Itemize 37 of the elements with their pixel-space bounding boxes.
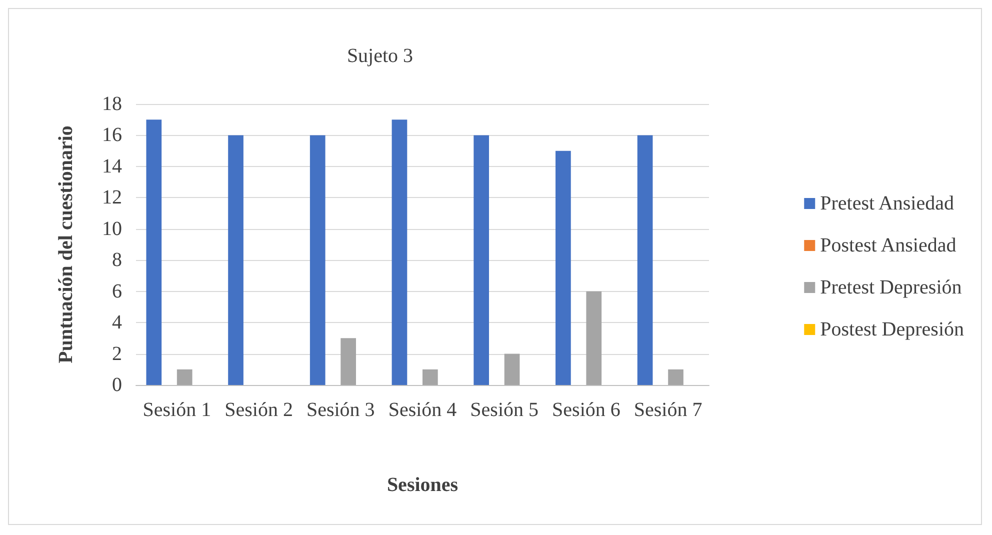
- x-tick-label: Sesión 6: [552, 399, 620, 421]
- legend-label: Postest Depresión: [820, 318, 964, 340]
- y-tick-label: 12: [102, 186, 122, 209]
- x-tick-label: Sesión 1: [142, 399, 212, 421]
- y-axis-title: Puntuación del cuestionario: [55, 126, 77, 364]
- y-tick-label: 14: [102, 155, 122, 178]
- bar: [422, 369, 438, 385]
- y-tick-label: 0: [112, 374, 122, 396]
- bar: [228, 135, 244, 385]
- y-tick-label: 4: [112, 312, 122, 334]
- chart-title: Sujeto 3: [346, 45, 414, 67]
- bar: [504, 354, 520, 385]
- bar: [586, 291, 602, 385]
- x-tick-label: Sesión 7: [634, 399, 702, 421]
- y-tick-label: 16: [102, 124, 122, 146]
- bar: [310, 135, 326, 385]
- x-tick-label: Sesión 3: [306, 399, 375, 421]
- legend-label: Postest Ansiedad: [820, 234, 956, 256]
- x-tick-label: Sesión 5: [470, 399, 539, 421]
- y-tick-label: 10: [102, 218, 122, 240]
- bar: [668, 369, 684, 385]
- bar: [474, 135, 490, 385]
- bar: [340, 338, 356, 385]
- legend-label: Pretest Depresión: [820, 276, 962, 298]
- bar: [556, 150, 571, 385]
- legend-label: Pretest Ansiedad: [820, 192, 954, 214]
- y-tick-label: 6: [112, 280, 122, 302]
- y-tick-label: 18: [102, 93, 122, 115]
- y-tick-label: 8: [112, 249, 122, 272]
- x-axis-title: Sesiones: [386, 474, 458, 496]
- x-tick-label: Sesión 2: [224, 399, 293, 421]
- bar: [146, 120, 162, 385]
- x-tick-label: Sesión 4: [388, 399, 457, 421]
- bar: [176, 369, 192, 385]
- bar: [637, 135, 653, 385]
- bar: [392, 120, 408, 385]
- y-tick-label: 2: [112, 342, 122, 365]
